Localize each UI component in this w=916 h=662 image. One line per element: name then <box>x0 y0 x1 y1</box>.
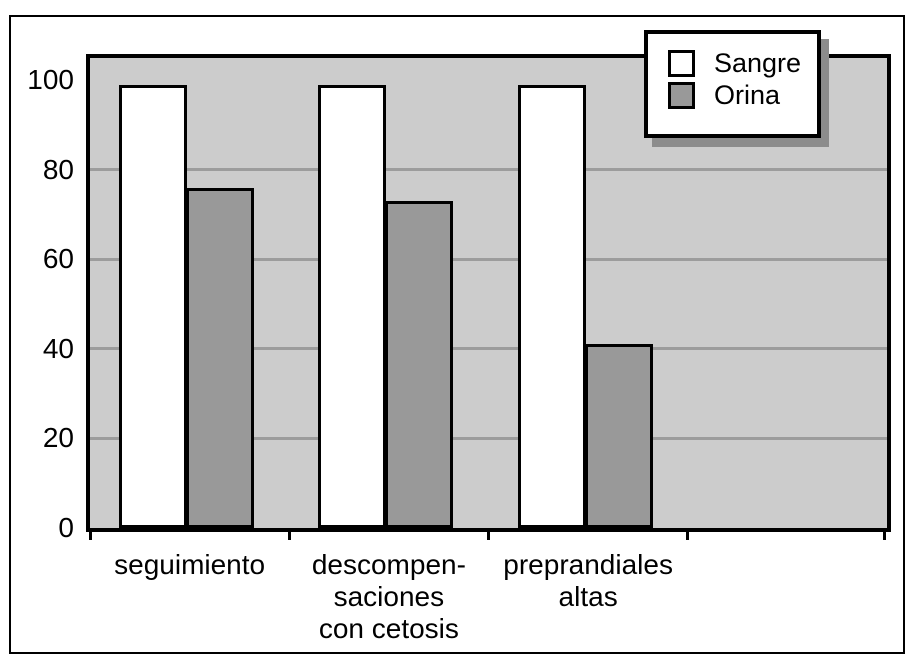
x-axis-tick <box>88 531 92 540</box>
x-axis-tick <box>287 531 291 540</box>
legend-entry: Orina <box>668 79 817 111</box>
y-tick-label: 100 <box>27 64 74 96</box>
y-tick-label: 60 <box>42 243 74 275</box>
legend-label: Sangre <box>714 47 802 78</box>
gridline <box>90 436 887 440</box>
bar-orina <box>186 188 254 528</box>
y-tick-label: 80 <box>42 153 74 185</box>
y-tick-label: 40 <box>42 332 74 364</box>
x-axis-tick <box>882 531 886 540</box>
x-axis-tick <box>487 531 490 540</box>
bar-orina <box>584 344 653 528</box>
y-tick-label: 20 <box>42 422 74 454</box>
category-label: seguimiento <box>114 549 266 580</box>
legend-swatch-sangre <box>668 49 695 77</box>
legend: Sangre Orina <box>644 30 821 138</box>
category-label: descompen- saciones con cetosis <box>311 549 466 644</box>
bar-orina <box>385 201 454 528</box>
legend-label: Orina <box>714 79 781 110</box>
legend-entry: Sangre <box>668 47 817 79</box>
bar-sangre <box>119 85 187 528</box>
figure-frame <box>9 15 905 654</box>
category-label: preprandiales altas <box>503 549 673 612</box>
gridline <box>90 257 887 261</box>
legend-swatch-orina <box>668 81 695 109</box>
gridline <box>90 168 887 172</box>
x-axis-tick <box>686 531 690 540</box>
bar-sangre <box>318 85 387 528</box>
bar-sangre <box>517 85 586 528</box>
gridline <box>90 347 887 351</box>
y-tick-label: 0 <box>58 512 74 543</box>
